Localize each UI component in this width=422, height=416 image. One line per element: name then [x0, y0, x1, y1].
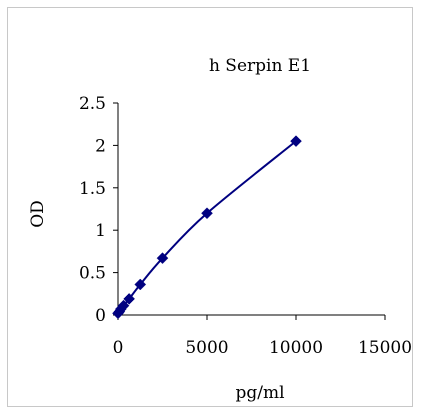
y-tick-label: 0.5	[79, 264, 106, 284]
fit-curve	[117, 140, 297, 314]
y-tick-label: 2	[95, 136, 106, 156]
x-tick-label: 10000	[269, 338, 323, 358]
data-point	[290, 135, 302, 148]
y-tick-label: 2.5	[79, 94, 106, 114]
chart-title: h Serpin E1	[209, 56, 311, 76]
data-points-group	[112, 135, 302, 320]
y-tick-label: 1.5	[79, 179, 106, 199]
y-axis-label: OD	[28, 200, 48, 228]
data-point	[123, 293, 135, 305]
y-tick-label: 0	[95, 306, 106, 326]
data-point	[156, 252, 169, 265]
chart-frame	[7, 7, 413, 407]
y-tick-label: 1	[95, 221, 106, 241]
axes: 0 0.5 1 1.5 2 2.5 0 5000 10000 15000	[79, 94, 412, 358]
data-point	[117, 299, 130, 312]
x-tick-label: 0	[113, 338, 124, 358]
data-point	[201, 207, 213, 220]
x-tick-label: 5000	[185, 338, 228, 358]
x-axis-label: pg/ml	[235, 383, 284, 403]
data-point	[134, 278, 147, 291]
x-tick-label: 15000	[358, 338, 412, 358]
fit-curve-group	[117, 140, 297, 314]
